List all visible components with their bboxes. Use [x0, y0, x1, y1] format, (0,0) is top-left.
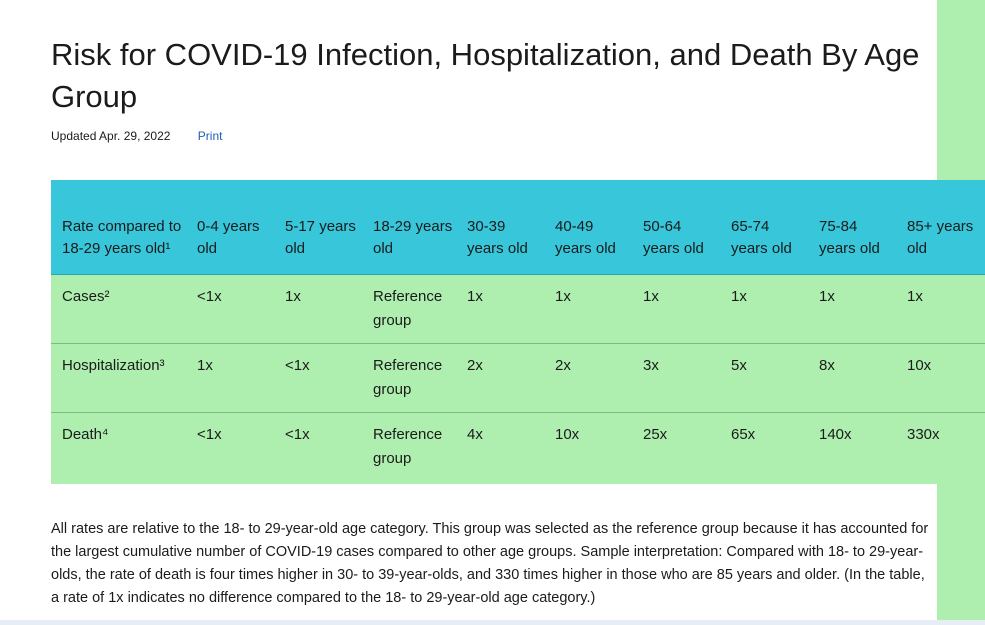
table-cell: <1x	[274, 412, 362, 484]
page-meta: Updated Apr. 29, 2022 Print	[51, 129, 222, 143]
table-cell: <1x	[186, 412, 274, 484]
table-cell: Reference group	[362, 343, 456, 413]
table-cell: 1x	[186, 343, 274, 413]
table-row-death: Death⁴ <1x <1x Reference group 4x 10x 25…	[51, 412, 985, 484]
table-cell: 140x	[808, 412, 896, 484]
header-cell-65-74: 65-74 years old	[720, 180, 808, 275]
table-cell: 330x	[896, 412, 985, 484]
header-cell-40-49: 40-49 years old	[544, 180, 632, 275]
table-cell: 4x	[456, 412, 544, 484]
bottom-divider	[0, 620, 985, 625]
print-link[interactable]: Print	[197, 129, 223, 143]
header-cell-75-84: 75-84 years old	[808, 180, 896, 275]
table-row-cases: Cases² <1x 1x Reference group 1x 1x 1x 1…	[51, 274, 985, 344]
table-cell: 1x	[808, 274, 896, 344]
footnote-paragraph: All rates are relative to the 18- to 29-…	[51, 520, 929, 606]
row-label-hospitalization: Hospitalization³	[51, 343, 186, 413]
header-cell-5-17: 5-17 years old	[274, 180, 362, 275]
table-cell: Reference group	[362, 412, 456, 484]
risk-table: Rate compared to 18-29 years old¹ 0-4 ye…	[51, 180, 985, 484]
table-row-hospitalization: Hospitalization³ 1x <1x Reference group …	[51, 343, 985, 413]
table-cell: 1x	[896, 274, 985, 344]
table-cell: 8x	[808, 343, 896, 413]
page-title: Risk for COVID-19 Infection, Hospitaliza…	[51, 37, 920, 114]
header-cell-rate: Rate compared to 18-29 years old¹	[51, 180, 186, 275]
table-cell: 1x	[274, 274, 362, 344]
header-cell-30-39: 30-39 years old	[456, 180, 544, 275]
header-cell-50-64: 50-64 years old	[632, 180, 720, 275]
table-cell: 1x	[456, 274, 544, 344]
table-cell: 10x	[544, 412, 632, 484]
table-header-row: Rate compared to 18-29 years old¹ 0-4 ye…	[51, 180, 985, 275]
table-cell: 2x	[544, 343, 632, 413]
table-cell: 10x	[896, 343, 985, 413]
table-cell: Reference group	[362, 274, 456, 344]
table-cell: 2x	[456, 343, 544, 413]
table-cell: 65x	[720, 412, 808, 484]
table-cell: 1x	[720, 274, 808, 344]
row-label-cases: Cases²	[51, 274, 186, 344]
header-cell-18-29: 18-29 years old	[362, 180, 456, 275]
table-cell: 25x	[632, 412, 720, 484]
updated-date: Updated Apr. 29, 2022	[51, 129, 171, 143]
table-cell: 1x	[544, 274, 632, 344]
table-cell: <1x	[186, 274, 274, 344]
table-cell: 5x	[720, 343, 808, 413]
header-cell-0-4: 0-4 years old	[186, 180, 274, 275]
table-cell: 3x	[632, 343, 720, 413]
row-label-death: Death⁴	[51, 412, 186, 484]
table-cell: <1x	[274, 343, 362, 413]
header-cell-85-plus: 85+ years old	[896, 180, 985, 275]
table-cell: 1x	[632, 274, 720, 344]
